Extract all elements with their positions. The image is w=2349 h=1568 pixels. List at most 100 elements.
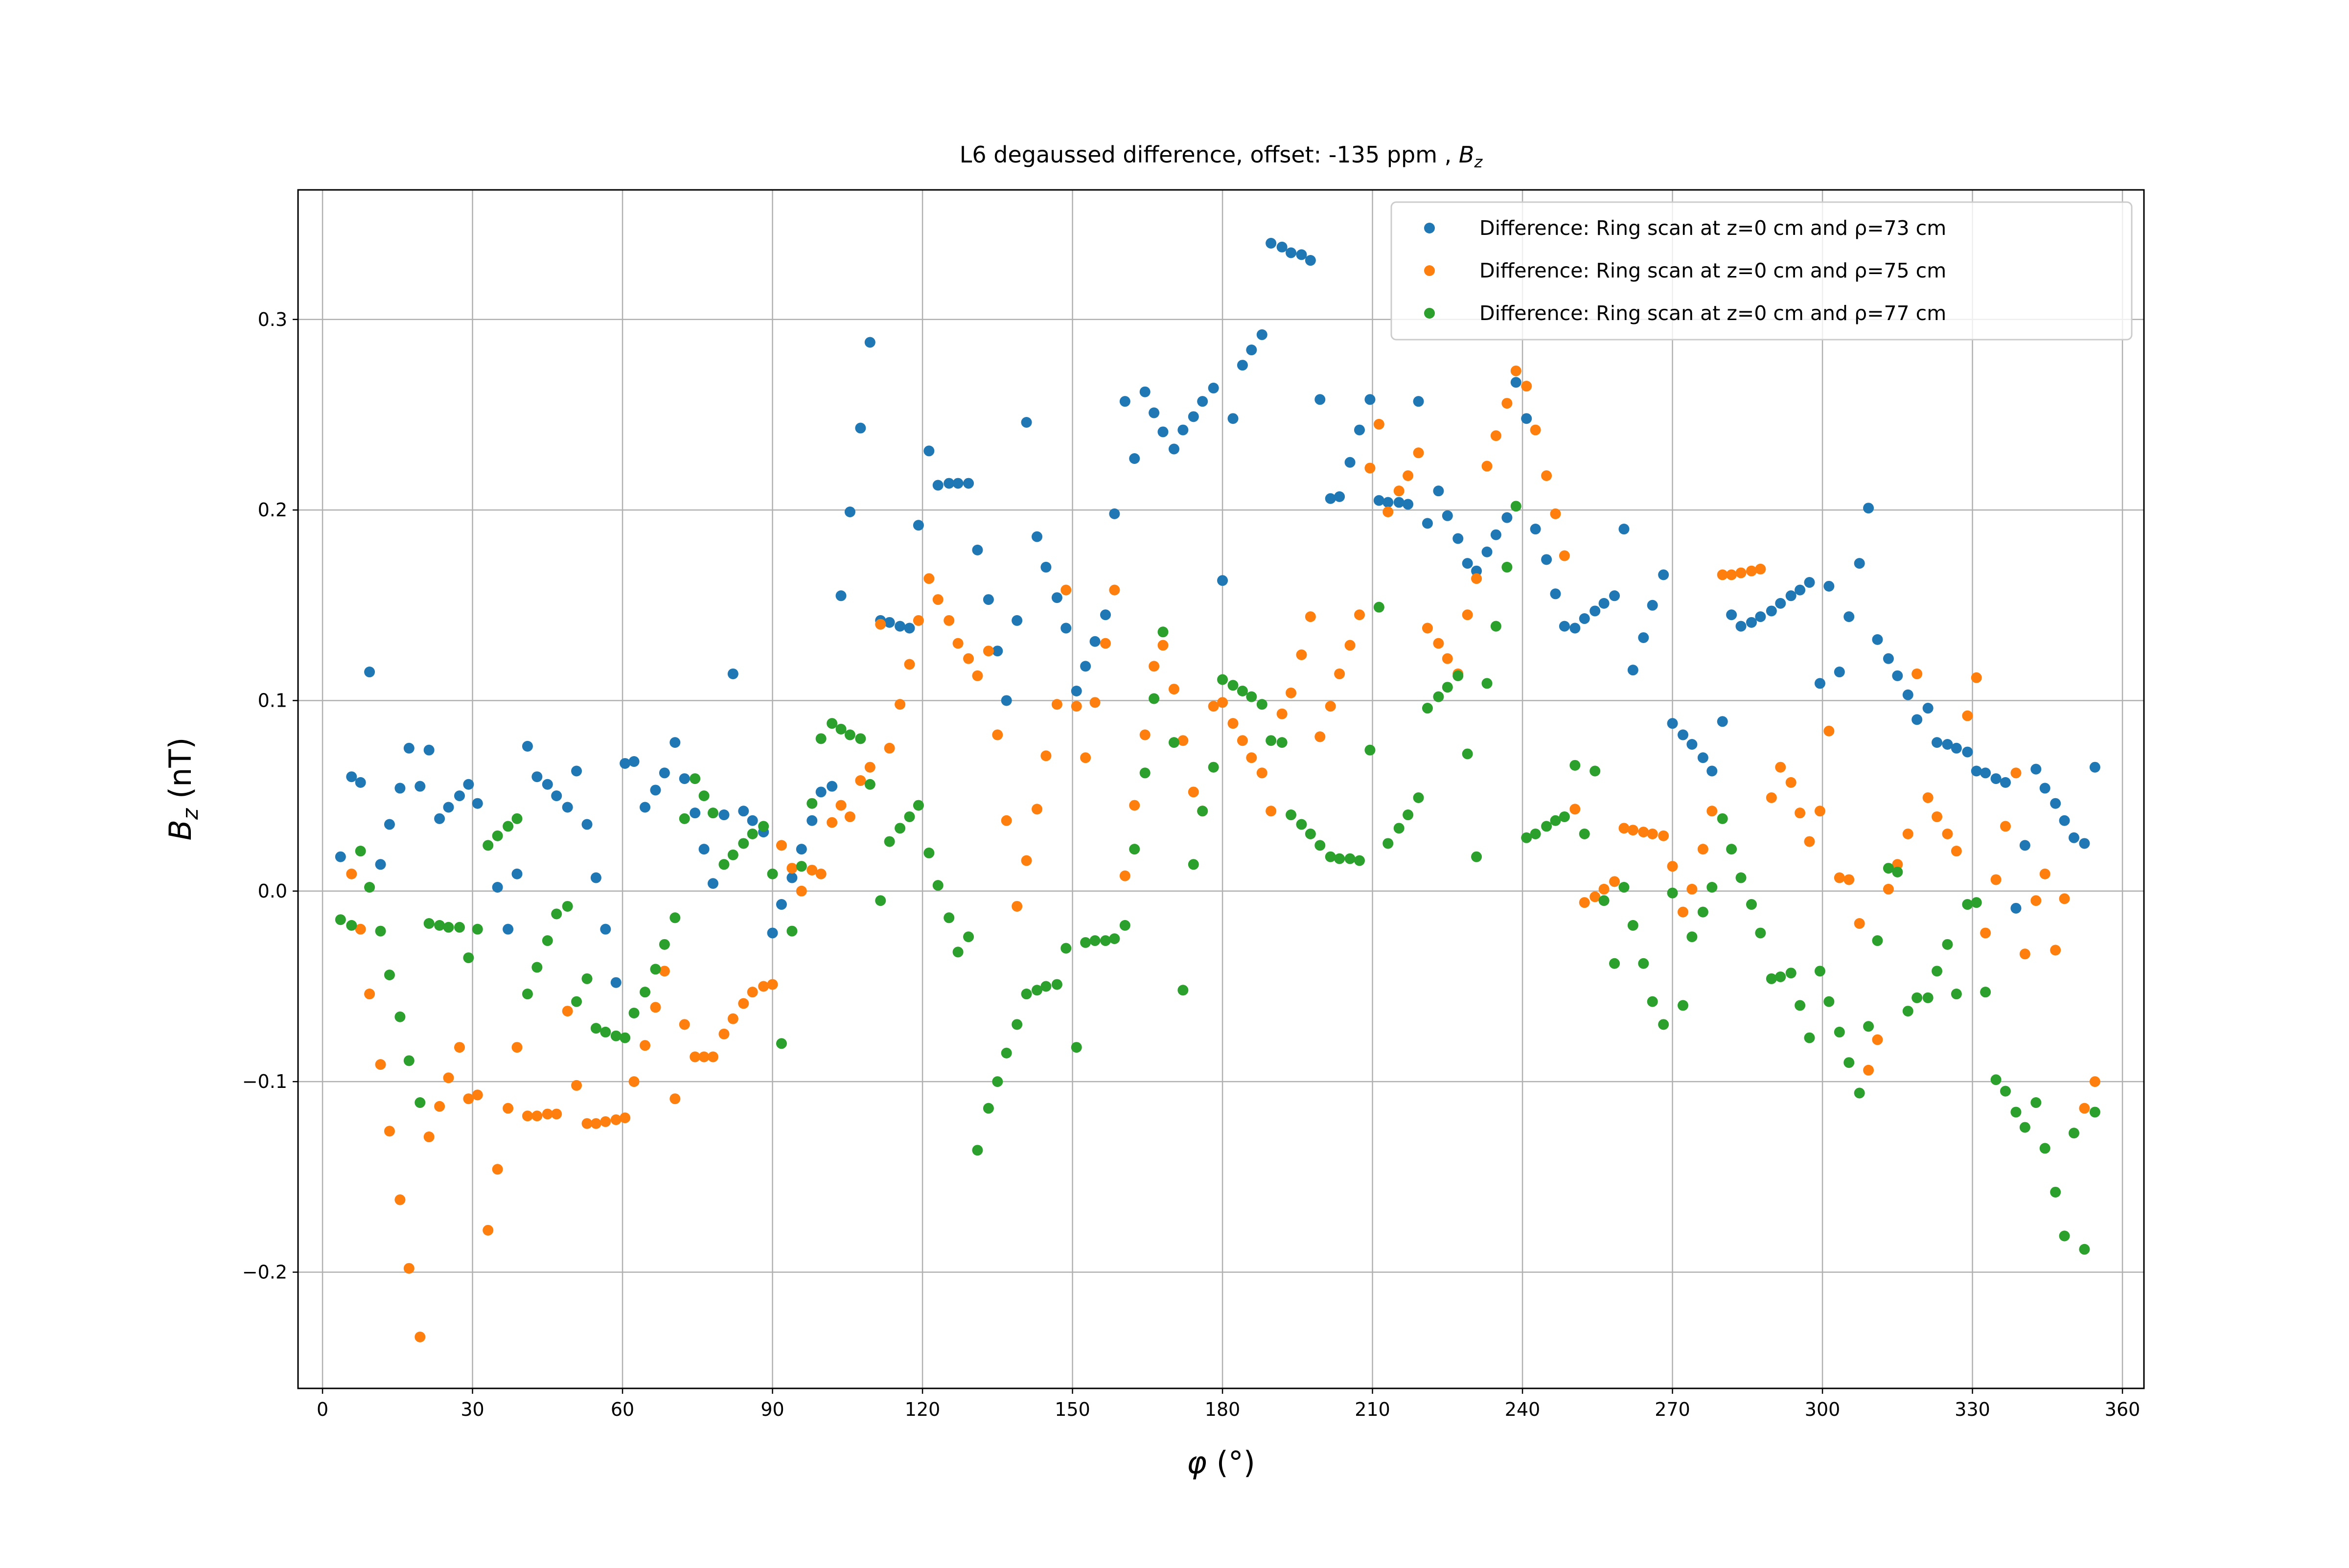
data-point: [1177, 985, 1189, 996]
data-point: [944, 478, 955, 489]
data-point: [1197, 396, 1208, 407]
data-point: [463, 779, 474, 790]
data-point: [1246, 752, 1257, 763]
data-point: [1980, 927, 1991, 939]
data-point: [1521, 381, 1532, 392]
data-point: [1647, 828, 1658, 839]
data-point: [1843, 1057, 1855, 1068]
data-point: [1686, 883, 1698, 895]
x-label-text: (°): [1207, 1445, 1255, 1480]
data-point: [963, 653, 974, 664]
data-point: [581, 819, 593, 830]
data-point: [727, 1013, 738, 1024]
data-point: [628, 756, 640, 767]
data-point: [610, 1030, 622, 1041]
data-point: [1785, 590, 1796, 601]
data-point: [1911, 668, 1923, 679]
data-point: [1863, 1064, 1874, 1076]
data-point: [1971, 672, 1982, 683]
data-point: [1775, 761, 1786, 773]
data-point: [1217, 697, 1228, 708]
data-point: [423, 1131, 435, 1143]
legend-marker: [1424, 223, 1435, 233]
data-point: [806, 815, 818, 826]
data-point: [1609, 590, 1620, 601]
data-point: [690, 1051, 701, 1062]
data-point: [1256, 699, 1267, 710]
data-point: [628, 1076, 640, 1087]
data-point: [1266, 735, 1277, 746]
data-point: [1717, 716, 1728, 727]
data-point: [844, 729, 855, 740]
data-point: [1686, 739, 1698, 750]
y-tick-label: 0.1: [258, 690, 287, 711]
data-point: [503, 923, 514, 935]
data-point: [1971, 765, 1982, 777]
data-point: [1667, 861, 1678, 872]
data-point: [1569, 623, 1581, 634]
data-point: [403, 742, 415, 754]
data-point: [1471, 573, 1482, 584]
data-point: [786, 863, 798, 874]
data-point: [1883, 883, 1894, 895]
data-point: [1627, 825, 1638, 836]
data-point: [1071, 1042, 1082, 1053]
data-point: [1227, 413, 1239, 424]
data-point: [844, 811, 855, 822]
data-point: [1510, 365, 1521, 376]
data-point: [1706, 806, 1718, 817]
data-point: [1618, 882, 1630, 893]
data-point: [1510, 377, 1521, 388]
data-point: [1638, 958, 1649, 969]
legend-label: Difference: Ring scan at z=0 cm and ρ=73…: [1479, 216, 1946, 240]
data-point: [562, 900, 573, 912]
data-point: [1080, 752, 1091, 763]
data-point: [1541, 554, 1552, 565]
data-point: [2079, 1244, 2090, 1255]
data-point: [1717, 569, 1728, 580]
data-point: [1962, 746, 1973, 758]
data-point: [707, 1051, 718, 1062]
data-point: [1373, 418, 1384, 430]
data-point: [1589, 605, 1601, 617]
data-point: [2059, 1230, 2070, 1242]
data-point: [1530, 828, 1541, 839]
data-point: [1501, 561, 1513, 573]
data-point: [944, 912, 955, 923]
data-point: [1266, 238, 1277, 249]
data-point: [707, 878, 718, 889]
data-point: [423, 744, 435, 756]
data-point: [1100, 935, 1111, 946]
data-point: [571, 765, 582, 777]
data-point: [1922, 792, 1934, 804]
legend-marker: [1424, 265, 1435, 276]
data-point: [610, 977, 622, 988]
data-point: [375, 925, 386, 937]
data-point: [1403, 809, 1414, 821]
data-point: [855, 422, 866, 434]
data-point: [1550, 815, 1561, 826]
data-point: [1100, 638, 1111, 649]
data-point: [1208, 701, 1219, 712]
data-point: [1021, 989, 1032, 1000]
data-point: [1814, 678, 1825, 689]
data-point: [581, 1118, 593, 1129]
data-point: [346, 868, 357, 879]
data-point: [913, 800, 924, 811]
data-point: [1638, 632, 1649, 643]
data-point: [659, 767, 670, 779]
y-tick-label: 0.3: [258, 309, 287, 330]
data-point: [2030, 895, 2042, 906]
data-point: [1609, 876, 1620, 887]
data-point: [1080, 937, 1091, 948]
data-point: [1089, 935, 1101, 946]
data-point: [1911, 992, 1923, 1003]
data-point: [1481, 678, 1493, 689]
data-point: [1834, 872, 1845, 883]
data-point: [1490, 621, 1501, 632]
x-tick-label: 210: [1355, 1399, 1390, 1420]
data-point: [827, 781, 838, 792]
data-point: [600, 923, 611, 935]
data-point: [1354, 609, 1365, 621]
